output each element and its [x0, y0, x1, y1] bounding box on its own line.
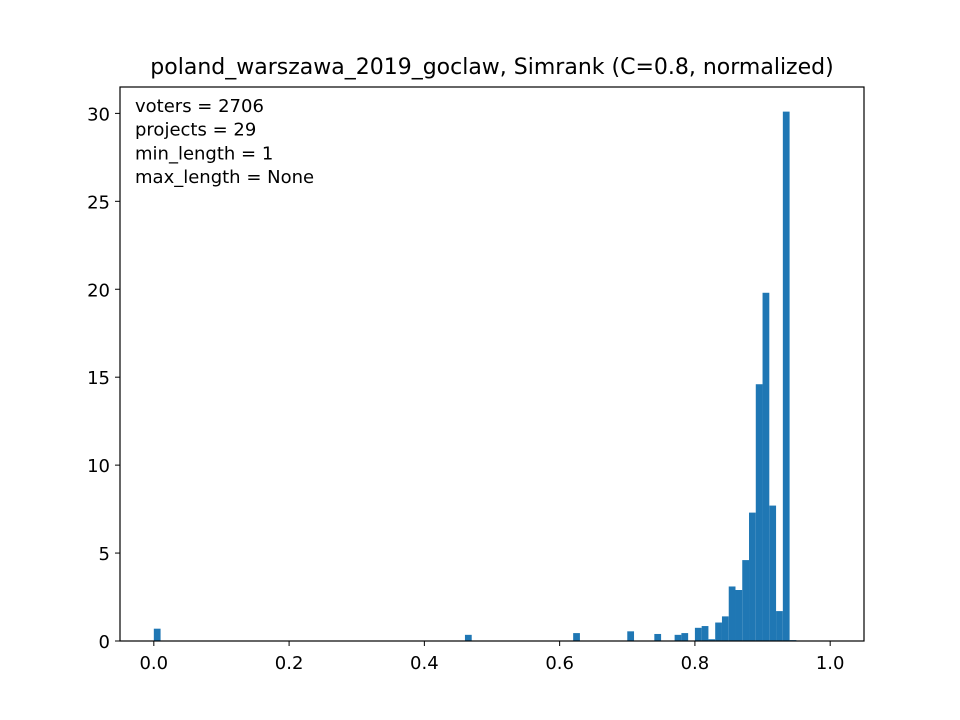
histogram-bar — [708, 639, 716, 641]
annotation-line: projects = 29 — [135, 120, 256, 141]
x-tick-label: 0.6 — [545, 653, 574, 674]
x-tick-label: 0.0 — [139, 653, 168, 674]
x-tick-label: 1.0 — [816, 653, 845, 674]
y-axis: 0 5 10 15 20 25 30 — [87, 104, 120, 653]
histogram-bar — [464, 634, 472, 641]
histogram-bar — [755, 384, 763, 641]
y-tick-label: 25 — [87, 192, 110, 213]
y-tick-label: 20 — [87, 280, 110, 301]
histogram-bar — [153, 628, 161, 641]
histogram-bar — [681, 633, 689, 641]
histogram-bar — [735, 590, 743, 641]
histogram-bar — [782, 111, 790, 642]
x-axis: 0.0 0.2 0.4 0.6 0.8 1.0 — [139, 641, 845, 674]
histogram-bar — [728, 586, 736, 641]
histogram-bar — [721, 616, 729, 641]
x-tick-label: 0.2 — [275, 653, 304, 674]
plot-frame — [119, 86, 865, 642]
histogram-bar — [701, 626, 709, 641]
histogram-bar — [715, 622, 722, 641]
bars-group — [153, 111, 797, 642]
histogram-bar — [742, 560, 750, 641]
histogram-bar — [762, 292, 770, 641]
histogram-bar — [694, 627, 702, 641]
y-tick-label: 15 — [87, 368, 110, 389]
histogram-bar — [749, 512, 756, 641]
y-tick-label: 10 — [87, 456, 110, 477]
x-tick-label: 0.4 — [410, 653, 439, 674]
annotation-line: voters = 2706 — [135, 96, 264, 117]
annotation-line: max_length = None — [135, 167, 314, 188]
histogram-bar — [573, 633, 580, 641]
histogram-bar — [776, 611, 783, 641]
x-tick-label: 0.8 — [681, 653, 710, 674]
annotation-line: min_length = 1 — [135, 143, 273, 164]
histogram-bar — [627, 631, 635, 641]
histogram-bar — [769, 505, 777, 641]
histogram-bar — [674, 634, 682, 641]
y-tick-label: 5 — [99, 544, 110, 565]
y-tick-label: 30 — [87, 104, 110, 125]
chart-title: poland_warszawa_2019_goclaw, Simrank (C=… — [150, 55, 833, 80]
y-tick-label: 0 — [99, 632, 110, 653]
histogram-bar — [654, 633, 662, 641]
